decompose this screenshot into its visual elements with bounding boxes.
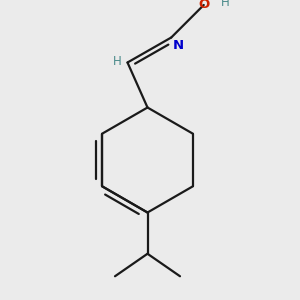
- Text: H: H: [112, 55, 121, 68]
- Text: N: N: [172, 39, 184, 52]
- Text: H: H: [221, 0, 230, 9]
- Text: O: O: [198, 0, 209, 11]
